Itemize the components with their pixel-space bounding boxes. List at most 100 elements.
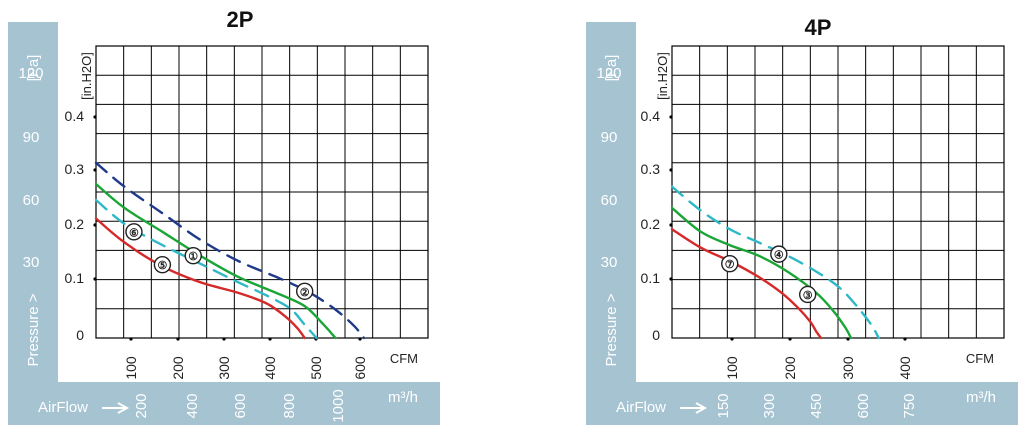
- cfm-tick-label: 100: [123, 356, 139, 380]
- curve-marker-label: ③: [803, 290, 813, 302]
- curve-marker-label: ②: [300, 287, 310, 299]
- pa-tick-label: 90: [601, 129, 618, 146]
- grid: [671, 45, 1005, 339]
- pa-unit-label: [Pa]: [25, 55, 42, 82]
- y-axis-band: [586, 22, 636, 425]
- pa-tick-label: 30: [23, 254, 40, 271]
- cfm-tick-dot: [268, 337, 272, 341]
- curve-marker: [798, 285, 817, 304]
- m3h-tick-label: 1000: [330, 389, 347, 422]
- plot-frame: [95, 45, 429, 339]
- curve-marker-label: ⑥: [129, 227, 139, 239]
- inh2o-unit-label: [in.H2O]: [655, 52, 670, 100]
- pa-tick-label: 30: [601, 254, 618, 271]
- series-curve: [94, 161, 366, 340]
- pa-tick-label: 120: [596, 65, 621, 82]
- cfm-tick-label: 200: [170, 356, 186, 380]
- inh2o-tick-label: 0.1: [641, 270, 661, 286]
- m3h-unit-label: m³/h: [388, 389, 418, 406]
- airflow-band: [8, 382, 440, 425]
- y-axis-label: Pressure >: [603, 293, 620, 366]
- inh2o-tick-dot: [669, 277, 673, 281]
- cfm-tick-dot: [903, 337, 907, 341]
- grid: [95, 45, 429, 339]
- inh2o-tick-label: 0: [76, 327, 84, 343]
- curve-marker: [125, 223, 143, 241]
- inh2o-tick-label: 0.4: [641, 108, 661, 124]
- chart-panel-4p: 4P [Pa]120 90 60 30 Pressure > [in.H2O] 0.4 0.3 0…: [586, 15, 1018, 425]
- cfm-tick-label: 600: [352, 356, 368, 380]
- cfm-tick-dot: [176, 337, 180, 341]
- series-curve: [670, 206, 853, 340]
- airflow-arrow-icon: [680, 402, 708, 414]
- curve-marker: [153, 256, 172, 274]
- m3h-tick-label: 300: [761, 393, 778, 418]
- inh2o-tick-label: 0.2: [641, 216, 661, 232]
- m3h-tick-label: 800: [281, 393, 298, 418]
- inh2o-tick-label: 0.3: [641, 161, 661, 177]
- series-curve: [670, 228, 823, 340]
- chart-title: 4P: [805, 15, 832, 40]
- series-curve: [670, 185, 880, 340]
- series-curve: [94, 217, 306, 340]
- m3h-tick-label: 400: [184, 393, 201, 418]
- curve-marker: [295, 282, 314, 300]
- cfm-tick-label: 300: [216, 356, 232, 380]
- cfm-tick-label: 400: [897, 356, 913, 380]
- inh2o-unit-label: [in.H2O]: [79, 52, 94, 100]
- inh2o-tick-dot: [669, 115, 673, 119]
- pa-unit-label: [Pa]: [603, 55, 620, 82]
- inh2o-tick-label: 0.3: [65, 161, 85, 177]
- m3h-unit-label: m³/h: [966, 389, 996, 406]
- curve-marker: [184, 247, 202, 265]
- cfm-unit-label: CFM: [390, 351, 418, 366]
- inh2o-tick-label: 0.1: [65, 270, 85, 286]
- inh2o-tick-dot: [93, 115, 97, 119]
- chart-title: 2P: [227, 7, 254, 32]
- cfm-tick-dot: [222, 337, 226, 341]
- cfm-tick-label: 300: [840, 356, 856, 380]
- curve-marker: [770, 245, 788, 263]
- curve-marker-label: ⑤: [157, 260, 167, 272]
- pa-tick-label: 120: [18, 65, 43, 82]
- inh2o-tick-label: 0.4: [65, 108, 85, 124]
- plot-frame: [671, 45, 1005, 339]
- curve-marker-label: ①: [188, 251, 198, 263]
- cfm-tick-label: 500: [308, 356, 324, 380]
- pa-tick-label: 60: [601, 192, 618, 209]
- inh2o-tick-dot: [93, 168, 97, 172]
- inh2o-tick-dot: [669, 168, 673, 172]
- y-axis-band: [8, 22, 58, 425]
- inh2o-tick-dot: [93, 277, 97, 281]
- cfm-unit-label: CFM: [966, 351, 994, 366]
- inh2o-tick-label: 0.2: [65, 216, 85, 232]
- cfm-tick-label: 400: [262, 356, 278, 380]
- y-axis-label: Pressure >: [25, 293, 42, 366]
- pa-tick-label: 60: [23, 192, 40, 209]
- m3h-tick-label: 200: [133, 393, 150, 418]
- airflow-arrow-icon: [102, 402, 130, 414]
- m3h-tick-label: 600: [232, 393, 249, 418]
- airflow-band: [586, 382, 1018, 425]
- m3h-tick-label: 750: [901, 393, 918, 418]
- m3h-tick-label: 150: [715, 393, 732, 418]
- curve-marker: [721, 254, 739, 273]
- cfm-tick-dot: [129, 337, 133, 341]
- airflow-label: AirFlow: [616, 399, 666, 416]
- series-curve: [94, 182, 337, 340]
- pa-tick-label: 90: [23, 129, 40, 146]
- cfm-tick-label: 200: [782, 356, 798, 380]
- inh2o-tick-dot: [93, 223, 97, 227]
- chart-panel-2p: 2P [Pa]120 90 60 30 Pressure > [in.H2O] 0.4 0.3 0…: [8, 7, 440, 425]
- cfm-tick-dot: [730, 337, 734, 341]
- inh2o-tick-label: 0: [652, 327, 660, 343]
- cfm-tick-dot: [358, 337, 362, 341]
- inh2o-tick-dot: [669, 223, 673, 227]
- m3h-tick-label: 450: [808, 393, 825, 418]
- cfm-tick-dot: [788, 337, 792, 341]
- cfm-tick-label: 100: [724, 356, 740, 380]
- curve-marker-label: ⑦: [725, 259, 735, 271]
- curve-marker-label: ④: [774, 250, 784, 262]
- m3h-tick-label: 600: [855, 393, 872, 418]
